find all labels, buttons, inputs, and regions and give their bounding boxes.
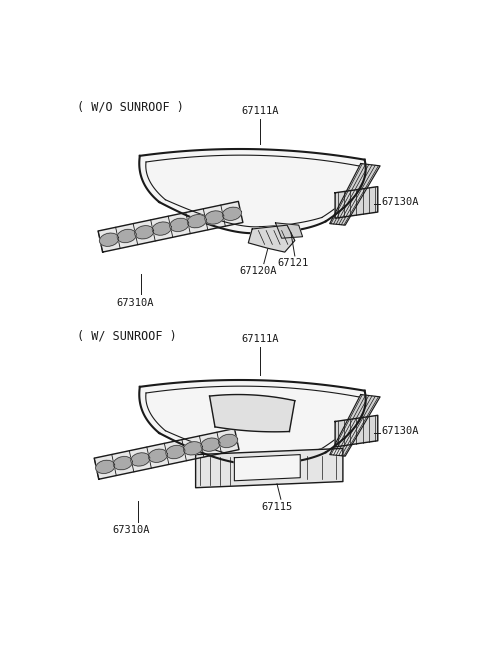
- Text: 67120A: 67120A: [240, 266, 277, 276]
- Polygon shape: [187, 215, 206, 228]
- Polygon shape: [169, 218, 189, 231]
- Polygon shape: [139, 380, 366, 464]
- Polygon shape: [183, 442, 203, 455]
- Polygon shape: [330, 164, 380, 225]
- Polygon shape: [148, 449, 168, 463]
- Text: 67310A: 67310A: [117, 298, 154, 308]
- Polygon shape: [330, 395, 380, 456]
- Polygon shape: [201, 438, 220, 451]
- Text: 67130A: 67130A: [382, 426, 419, 436]
- Text: 67310A: 67310A: [112, 526, 150, 535]
- Polygon shape: [196, 449, 343, 487]
- Text: ( W/ SUNROOF ): ( W/ SUNROOF ): [77, 329, 177, 342]
- Polygon shape: [210, 395, 295, 432]
- Polygon shape: [117, 229, 136, 242]
- Polygon shape: [248, 225, 295, 252]
- Polygon shape: [204, 211, 224, 224]
- Polygon shape: [222, 207, 241, 220]
- Text: ( W/O SUNROOF ): ( W/O SUNROOF ): [77, 101, 184, 114]
- Polygon shape: [139, 149, 366, 233]
- Polygon shape: [166, 445, 185, 459]
- Polygon shape: [99, 233, 119, 246]
- Polygon shape: [94, 428, 239, 479]
- Polygon shape: [113, 457, 132, 470]
- Text: 67115: 67115: [262, 503, 293, 512]
- Polygon shape: [335, 187, 378, 218]
- Polygon shape: [276, 223, 302, 238]
- Text: 67121: 67121: [277, 258, 308, 268]
- Polygon shape: [234, 455, 300, 481]
- Polygon shape: [134, 225, 154, 239]
- Polygon shape: [98, 202, 243, 252]
- Polygon shape: [335, 415, 378, 447]
- Text: 67130A: 67130A: [382, 197, 419, 207]
- Text: 67111A: 67111A: [241, 334, 279, 344]
- Polygon shape: [152, 222, 171, 235]
- Polygon shape: [96, 460, 115, 474]
- Polygon shape: [131, 453, 150, 466]
- Polygon shape: [218, 434, 238, 447]
- Text: 67111A: 67111A: [241, 106, 279, 116]
